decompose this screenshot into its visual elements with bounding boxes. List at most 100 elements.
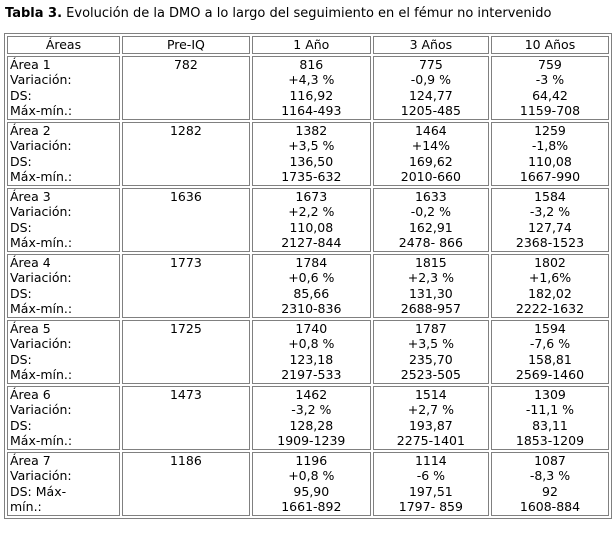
year-3-cell: 1464 +14% 169,62 2010-660 [372, 121, 489, 186]
year-10-cell-line: 1594 [534, 320, 566, 336]
year-3-cell-line: 1815 [414, 254, 447, 270]
year-1-cell-line: 123,18 [289, 351, 334, 367]
year-10-cell: 1087 -8,3 % 92 1608-884 [490, 451, 609, 516]
caption-label: Tabla 3. [5, 6, 63, 21]
year-3-cell-line: +2,7 % [407, 402, 454, 417]
area-label-cell-line: DS: [10, 153, 32, 169]
year-1-cell-line: 2197-533 [281, 367, 342, 382]
year-1-cell-line: 1740 [295, 320, 328, 336]
year-1-cell-line: 1735-632 [281, 169, 342, 184]
area-label-cell-line: Máx-mín.: [10, 301, 73, 316]
area-label-cell: Área 2 Variación: DS: Máx-mín.: [7, 121, 120, 186]
year-3-cell-line: 193,87 [408, 417, 453, 433]
area-label-cell: Área 5 Variación: DS: Máx-mín.: [7, 319, 120, 384]
year-3-cell-line: 1464 [414, 122, 447, 138]
header-pre-iq: Pre-IQ [121, 36, 250, 54]
year-1-cell-line: 128,28 [289, 417, 334, 433]
year-3-cell-line: 2688-957 [400, 301, 461, 316]
year-3-cell-line: -6 % [416, 468, 446, 483]
year-10-cell-line: -11,1 % [525, 402, 575, 417]
year-10-cell-line: 759 [538, 56, 562, 72]
year-10-cell-line: 158,81 [528, 351, 572, 367]
year-10-cell-line: 1608-884 [519, 499, 581, 514]
year-3-cell-line: 2478- 866 [398, 235, 463, 250]
year-1-cell-line: 1196 [295, 452, 328, 468]
year-3-cell-line: 169,62 [408, 153, 453, 169]
year-10-cell-line: -7,6 % [529, 336, 571, 351]
table-caption: Tabla 3. Evolución de la DMO a lo largo … [5, 6, 551, 22]
area-label-cell-line: Variación: [10, 72, 72, 87]
table-row: Área 5 Variación: DS: Máx-mín.: 1725 1740 +0,8… [7, 319, 609, 384]
area-label-cell-line: Máx-mín.: [10, 169, 73, 184]
pre-iq-cell-line: 1473 [169, 386, 202, 402]
year-1-cell: 1740 +0,8 % 123,18 2197-533 [251, 319, 371, 384]
area-label-cell: Área 4 Variación: DS: Máx-mín.: [7, 253, 120, 318]
year-3-cell-line: +3,5 % [407, 336, 454, 351]
table-row: Área 4 Variación: DS: Máx-mín.: 1773 1784 +0,6… [7, 253, 609, 318]
year-10-cell-line: 1584 [534, 188, 566, 204]
area-label-cell-line: DS: Máx- [10, 483, 67, 499]
pre-iq-cell: 1186 [121, 451, 250, 516]
year-1-cell-line: 85,66 [293, 285, 330, 301]
area-label-cell-line: Variación: [10, 468, 72, 483]
area-label-cell-line: Variación: [10, 270, 72, 285]
year-10-cell: 759 -3 % 64,42 1159-708 [490, 55, 609, 120]
year-1-cell-line: 95,90 [293, 483, 330, 499]
year-3-cell-line: 1633 [414, 188, 447, 204]
year-3-cell-line: 124,77 [408, 87, 453, 103]
area-label-cell-line: DS: [10, 219, 32, 235]
year-1-cell-line: +4,3 % [288, 72, 335, 87]
table-row: Área 2 Variación: DS: Máx-mín.: 1282 1382 +3,5… [7, 121, 609, 186]
year-10-cell-line: 1259 [534, 122, 566, 138]
area-label-cell-line: DS: [10, 417, 32, 433]
year-1-cell: 1784 +0,6 % 85,66 2310-836 [251, 253, 371, 318]
year-1-cell-line: 2310-836 [281, 301, 342, 316]
pre-iq-cell: 1282 [121, 121, 250, 186]
year-3-cell-line: 235,70 [408, 351, 453, 367]
year-3-cell: 775 -0,9 % 124,77 1205-485 [372, 55, 489, 120]
pre-iq-cell-line: 1773 [169, 254, 202, 270]
year-10-cell-line: 1309 [534, 386, 566, 402]
year-3-cell: 1114 -6 % 197,51 1797- 859 [372, 451, 489, 516]
year-3-cell-line: -0,9 % [410, 72, 451, 87]
year-10-cell-line: 110,08 [528, 153, 572, 169]
year-3-cell-line: 2275-1401 [396, 433, 465, 448]
caption-text: Evolución de la DMO a lo largo del segui… [66, 6, 552, 21]
pre-iq-cell-line: 1725 [169, 320, 202, 336]
year-10-cell-line: -3 % [535, 72, 565, 87]
pre-iq-cell: 782 [121, 55, 250, 120]
year-10-cell-line: -8,3 % [529, 468, 571, 483]
pre-iq-cell-line: 782 [173, 56, 198, 72]
area-label-cell-line: Área 2 [10, 122, 51, 138]
table-row: Área 3 Variación: DS: Máx-mín.: 1636 1673 +2,2… [7, 187, 609, 252]
year-10-cell-line: -1,8% [531, 138, 569, 153]
area-label-cell: Área 3 Variación: DS: Máx-mín.: [7, 187, 120, 252]
year-3-cell: 1815 +2,3 % 131,30 2688-957 [372, 253, 489, 318]
year-10-cell-line: 1159-708 [519, 103, 581, 118]
table-row: Área 7 Variación: DS: Máx-mín.: 1186 1196 +0,… [7, 451, 609, 516]
area-label-cell-line: DS: [10, 285, 32, 301]
year-10-cell-line: 83,11 [532, 417, 568, 433]
year-1-cell-line: 116,92 [289, 87, 334, 103]
table-row: Área 6 Variación: DS: Máx-mín.: 1473 1462 -3,2… [7, 385, 609, 450]
pre-iq-cell-line: 1186 [169, 452, 202, 468]
year-10-cell: 1259 -1,8% 110,08 1667-990 [490, 121, 609, 186]
year-3-cell-line: -0,2 % [410, 204, 451, 219]
year-1-cell: 816 +4,3 % 116,92 1164-493 [251, 55, 371, 120]
year-10-cell-line: 2569-1460 [515, 367, 585, 382]
year-1-cell-line: 1784 [295, 254, 328, 270]
area-label-cell-line: Máx-mín.: [10, 367, 73, 382]
year-10-cell: 1594 -7,6 % 158,81 2569-1460 [490, 319, 609, 384]
year-1-cell: 1462 -3,2 % 128,28 1909-1239 [251, 385, 371, 450]
area-label-cell: Área 7 Variación: DS: Máx-mín.: [7, 451, 120, 516]
year-3-cell-line: 2010-660 [400, 169, 461, 184]
year-10-cell: 1309 -11,1 % 83,11 1853-1209 [490, 385, 609, 450]
area-label-cell-line: Variación: [10, 336, 72, 351]
year-10-cell-line: 92 [542, 483, 558, 499]
area-label-cell: Área 1 Variación: DS: Máx-mín.: [7, 55, 120, 120]
year-3-cell-line: 1514 [414, 386, 447, 402]
year-1-cell-line: 1382 [295, 122, 328, 138]
year-3-cell-line: 775 [418, 56, 443, 72]
year-10-cell-line: 182,02 [528, 285, 572, 301]
year-1-cell-line: +0,8 % [288, 336, 335, 351]
